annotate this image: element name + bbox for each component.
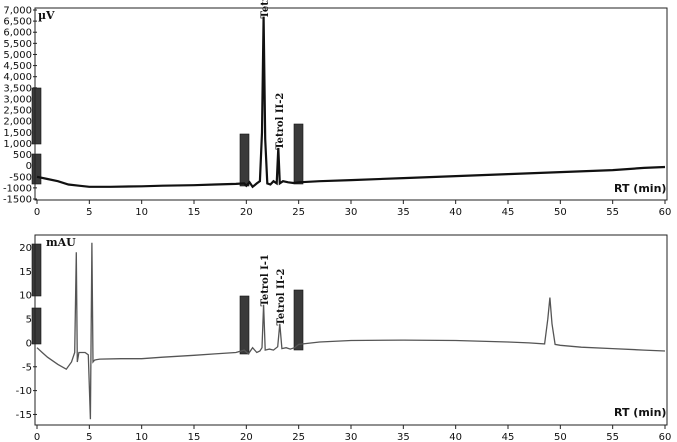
x-tick-label: 50 [554,432,567,442]
top-rt-label: RT (min) [614,182,666,195]
x-tick-label: 20 [240,207,253,218]
x-tick-label: 5 [86,432,92,442]
y-tick-label: 2,500 [3,106,32,117]
y-tick-label: 5 [26,315,32,326]
trace-marker-bar [239,133,250,187]
y-tick-label: -10 [16,386,32,397]
x-tick-label: 10 [135,207,148,218]
bottom-trace-line [36,242,666,420]
x-tick-label: 40 [449,207,462,218]
top-peak-labels: Tetrol I-1 Tetrol II-2 [260,0,286,150]
trace-marker-bar [293,123,304,185]
x-tick-label: 25 [292,207,305,218]
x-tick-label: 60 [659,207,672,218]
y-tick-label: 20 [19,243,32,254]
top-chromatogram-panel: µV 7,0006,5006,0005,5005,0004,5004,0003,… [3,0,671,218]
y-tick-label: 5,000 [3,50,32,61]
bottom-peak-labels: Tetrol I-1 Tetrol II-2 [260,254,287,325]
bottom-markers [31,243,304,355]
x-tick-label: 0 [34,207,40,218]
trace-marker-bar [31,153,42,185]
y-tick-label: 6,000 [3,28,32,39]
top-x-axis: 0 5 10 15 20 25 30 35 40 45 50 55 60 [34,200,672,218]
y-tick-label: 0 [26,338,32,349]
x-tick-label: 5 [86,207,92,218]
x-tick-label: 35 [397,432,410,442]
y-tick-label: 4,000 [3,72,32,83]
y-tick-label: 4,500 [3,61,32,72]
top-markers [31,87,304,187]
x-tick-label: 55 [606,432,619,442]
y-tick-label: 15 [19,267,32,278]
x-tick-label: 10 [135,432,148,442]
y-tick-label: 1,000 [3,139,32,150]
bottom-rt-label: RT (min) [614,406,666,419]
y-tick-label: 2,000 [3,117,32,128]
x-tick-label: 30 [345,207,358,218]
peak-label: Tetrol I-1 [260,254,271,306]
y-tick-label: -1000 [3,183,32,194]
trace-marker-bar [293,289,304,351]
y-tick-label: -15 [16,410,32,421]
x-tick-label: 55 [606,207,619,218]
y-tick-label: 7,000 [3,6,32,17]
x-tick-label: 25 [292,432,305,442]
bottom-plot-frame [34,234,668,426]
y-tick-label: 5,500 [3,39,32,50]
top-unit-label: µV [38,9,55,22]
y-tick-label: 1,500 [3,128,32,139]
x-tick-label: 15 [188,432,201,442]
x-tick-label: 20 [240,432,253,442]
y-tick-label: -500 [9,172,32,183]
trace-marker-bar [31,307,42,345]
x-tick-label: 45 [502,207,515,218]
x-tick-label: 0 [34,432,40,442]
x-tick-label: 45 [502,432,515,442]
y-tick-label: 500 [13,150,32,161]
peak-label: Tetrol II-2 [275,93,286,150]
x-tick-label: 50 [554,207,567,218]
x-tick-label: 40 [449,432,462,442]
bottom-x-axis: 0 5 10 15 20 25 30 35 40 45 50 55 60 [34,425,672,442]
y-tick-label: 10 [19,291,32,302]
x-tick-label: 30 [345,432,358,442]
peak-label: Tetrol I-1 [260,0,271,18]
x-tick-label: 60 [659,432,672,442]
top-plot-frame [34,7,668,201]
y-tick-label: 0 [26,161,32,172]
y-tick-label: 3,000 [3,94,32,105]
top-y-axis: 7,0006,5006,0005,5005,0004,5004,0003,500… [3,6,37,206]
y-tick-label: -5 [22,362,32,373]
x-tick-label: 15 [188,207,201,218]
top-trace-line [36,16,666,189]
trace-marker-bar [31,87,42,145]
y-tick-label: 6,500 [3,17,32,28]
peak-label: Tetrol II-2 [276,268,287,325]
x-tick-label: 35 [397,207,410,218]
y-tick-label: 3,500 [3,83,32,94]
trace-marker-bar [239,295,250,355]
y-tick-label: -1500 [3,195,32,206]
trace-marker-bar [31,243,42,297]
bottom-unit-label: mAU [46,236,76,249]
